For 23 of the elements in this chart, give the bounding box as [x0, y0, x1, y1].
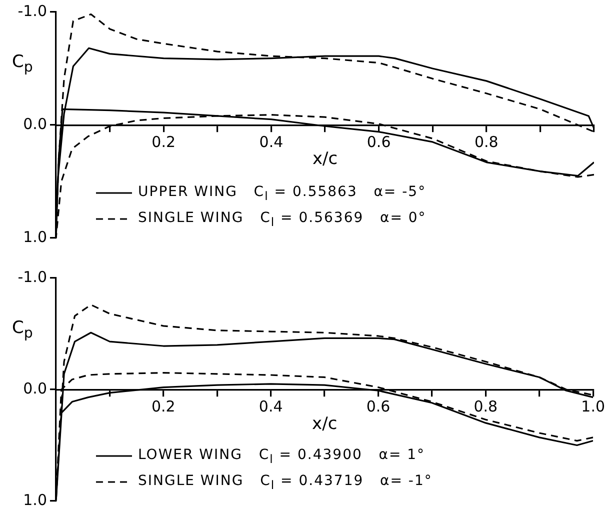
y-tick-label: 0.0	[23, 379, 47, 398]
y-tick-label: 1.0	[23, 490, 47, 509]
x-tick-label: 0.2	[151, 397, 176, 416]
y-tick-label: -1.0	[18, 268, 47, 286]
legend-label: SINGLE WING C$_{l}$ = 0.56369 α= 0°	[138, 210, 426, 228]
legend-label: LOWER WING C$_{l}$ = 0.43900 α= 1°	[138, 446, 426, 466]
x-tick-label: 0.4	[259, 132, 284, 151]
y-tick-label: -1.0	[18, 2, 47, 20]
y-tick-label: 1.0	[23, 228, 47, 246]
y-axis-title: C$_{p}$	[12, 52, 33, 76]
x-axis-title: x/c	[312, 414, 338, 434]
x-tick-label: 0.8	[474, 397, 498, 416]
legend-label: SINGLE WING C$_{l}$ = 0.43719 α= -1°	[138, 472, 432, 492]
y-axis-title: C$_{p}$	[12, 318, 33, 342]
legend-label: UPPER WING C$_{l}$ = 0.55863 α= -5°	[138, 184, 426, 202]
x-tick-label: 0.8	[474, 132, 498, 151]
x-tick-label: 0.6	[366, 397, 390, 416]
x-tick-label: 0.4	[258, 397, 283, 416]
y-tick-label: 0.0	[23, 114, 47, 133]
x-tick-label: 0.2	[152, 132, 176, 151]
x-tick-label: 1.0	[581, 397, 605, 416]
x-axis-title: x/c	[312, 149, 338, 169]
x-tick-label: 0.6	[366, 132, 391, 151]
